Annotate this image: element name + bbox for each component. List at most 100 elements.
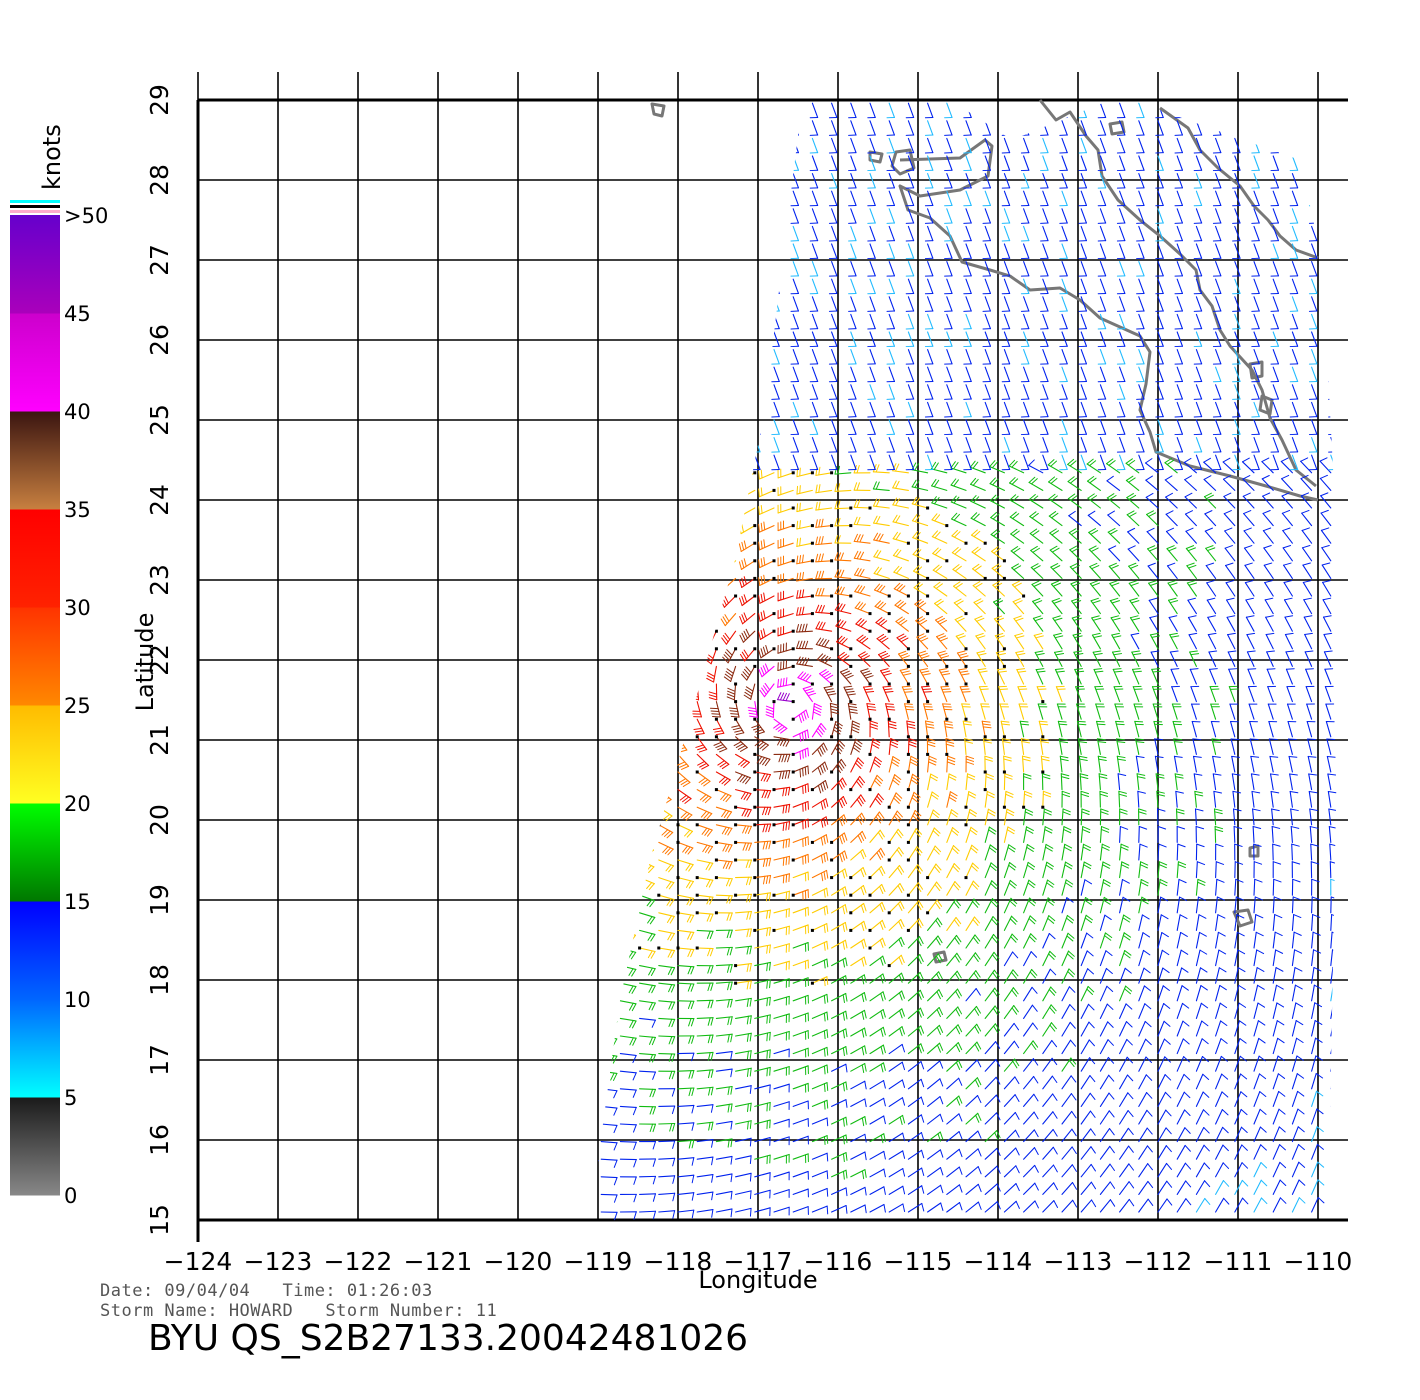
colorbar-label: 30	[64, 596, 91, 620]
wind-barb-feather	[769, 1014, 771, 1024]
wind-barb-feather	[707, 829, 713, 837]
wind-barb-feather	[1274, 931, 1283, 937]
wind-barb-feather	[1181, 1002, 1190, 1009]
wind-barb-feather	[1181, 985, 1189, 991]
wind-barb-feather	[613, 1090, 618, 1099]
wind-barb-feather	[835, 721, 843, 727]
wind-barb	[1095, 703, 1105, 720]
wind-barb	[1056, 703, 1067, 720]
wind-barb	[1272, 1197, 1287, 1213]
wind-barb-feather	[788, 821, 791, 830]
wind-barb-feather	[913, 791, 921, 798]
wind-barb	[1350, 967, 1359, 983]
wind-barb-shaft	[1291, 1179, 1300, 1195]
wind-barb-feather	[834, 723, 843, 730]
wind-barb-shaft	[1305, 686, 1313, 703]
wind-barb-feather	[680, 765, 690, 770]
wind-barb	[1119, 808, 1128, 826]
wind-barb-feather	[768, 875, 772, 884]
wind-barb-shaft	[1288, 755, 1293, 773]
wind-barb	[773, 1030, 790, 1041]
wind-barb	[651, 664, 661, 683]
wind-barb-feather	[884, 691, 894, 693]
wind-barb-feather	[1013, 1005, 1019, 1013]
wind-barb-feather	[705, 879, 711, 888]
wind-barb-feather	[860, 794, 866, 802]
wind-barb	[946, 1006, 963, 1019]
wind-barb-shaft	[1231, 773, 1236, 791]
wind-barb-feather	[1203, 1144, 1210, 1152]
wind-barb-feather	[1122, 917, 1130, 923]
wind-barb-feather	[844, 939, 848, 949]
wind-barb	[927, 1166, 944, 1178]
wind-barb-feather	[889, 743, 898, 748]
wind-barb-feather	[863, 920, 867, 930]
wind-barb-shaft	[1080, 968, 1089, 984]
wind-barb-shaft	[619, 1053, 637, 1057]
wind-barb-shaft	[600, 894, 617, 903]
wind-barb-feather	[715, 744, 724, 749]
wind-vector-field	[587, 102, 1359, 1221]
wind-barb-feather	[896, 831, 902, 839]
wind-barb-feather	[1125, 985, 1133, 992]
wind-barb-feather	[909, 758, 918, 764]
wind-barb-shaft	[1249, 720, 1255, 738]
wind-barb-feather	[667, 932, 673, 941]
wind-barb-shaft	[1272, 1002, 1278, 1019]
wind-barb-feather	[649, 900, 656, 908]
wind-barb	[1234, 878, 1244, 896]
wind-barb	[638, 805, 653, 822]
wind-barb-shaft	[1042, 1057, 1053, 1072]
wind-barb-shaft	[1157, 1109, 1167, 1125]
wind-barb-feather	[1151, 668, 1161, 670]
wind-barb-feather	[917, 938, 922, 947]
wind-barb	[695, 770, 711, 787]
wind-barb-feather	[893, 797, 900, 804]
rain-flag-marker	[868, 893, 872, 897]
wind-barb-feather	[725, 860, 730, 870]
wind-barb-feather	[1252, 808, 1261, 812]
wind-barb-feather	[1100, 811, 1109, 815]
wind-barb-feather	[883, 1186, 886, 1195]
wind-barb-feather	[880, 975, 884, 984]
wind-barb	[1311, 1090, 1324, 1107]
wind-barb-feather	[633, 1124, 637, 1133]
wind-barb-shaft	[696, 1156, 714, 1160]
wind-barb-feather	[1137, 790, 1146, 794]
wind-barb-feather	[657, 761, 666, 766]
wind-barb	[1003, 933, 1018, 949]
wind-barb-feather	[1335, 1126, 1340, 1132]
wind-barb	[619, 1088, 637, 1098]
wind-barb-feather	[997, 668, 1006, 671]
wind-barb-feather	[1158, 843, 1167, 848]
wind-barb-shaft	[1291, 949, 1296, 967]
wind-barb-feather	[842, 1047, 845, 1057]
wind-barb	[811, 852, 829, 864]
wind-barb-feather	[840, 797, 845, 807]
wind-barb-feather	[710, 1121, 714, 1131]
wind-barb	[792, 729, 810, 742]
wind-barb	[965, 880, 980, 896]
wind-barb-feather	[641, 766, 650, 771]
wind-barb	[715, 964, 733, 973]
wind-barb-shaft	[754, 1189, 771, 1195]
wind-barb-feather	[610, 935, 617, 943]
wind-barb-shaft	[1253, 931, 1257, 949]
wind-barb-shaft	[1311, 1073, 1317, 1090]
wind-barb	[1272, 878, 1282, 896]
wind-barb-feather	[690, 966, 695, 975]
wind-barb	[695, 911, 714, 922]
wind-barb-feather	[587, 867, 593, 872]
wind-barb-shaft	[1234, 914, 1238, 931]
wind-barb-feather	[1029, 915, 1037, 922]
wind-barb-feather	[671, 697, 681, 701]
wind-barb	[802, 685, 817, 703]
colorbar-label: 35	[64, 498, 91, 522]
wind-barb-feather	[671, 1053, 676, 1062]
wind-barb-shaft	[1270, 790, 1274, 808]
wind-barb	[1119, 861, 1130, 879]
wind-barb-feather	[1045, 864, 1054, 870]
wind-barb-feather	[1089, 1092, 1096, 1100]
wind-barb-shaft	[1346, 722, 1350, 737]
wind-barb-feather	[1083, 861, 1092, 867]
